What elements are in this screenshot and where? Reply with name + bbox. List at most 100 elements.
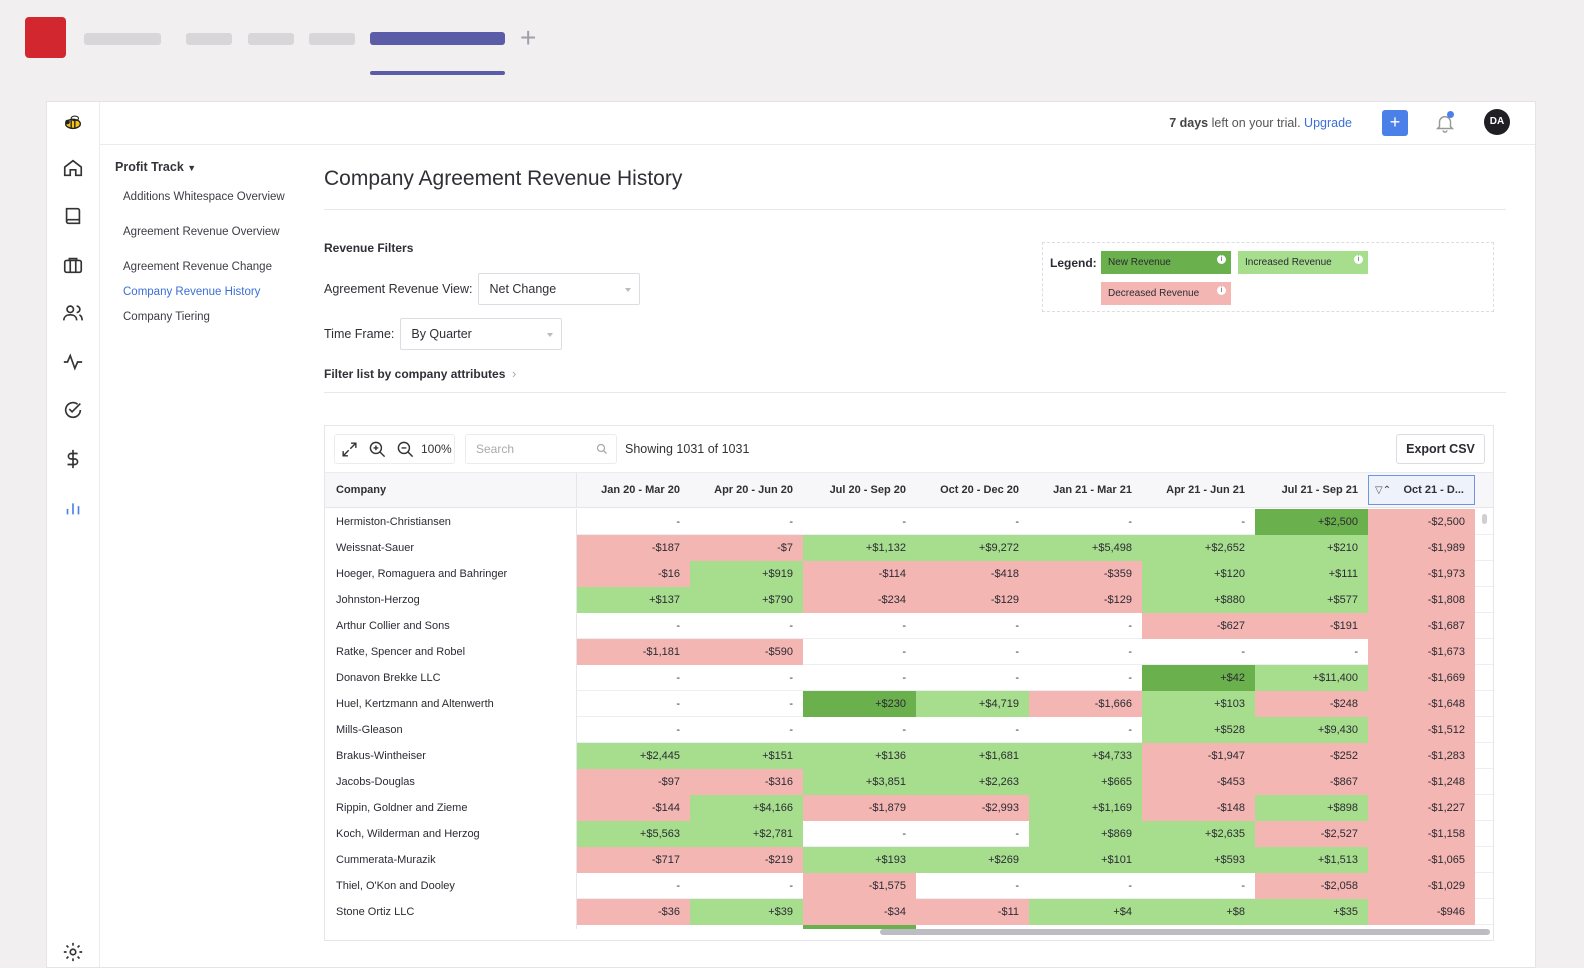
search-input[interactable]: Search [465, 434, 617, 464]
subnav-item-additions-whitespace[interactable]: Additions Whitespace Overview [123, 191, 285, 203]
upgrade-link[interactable]: Upgrade [1304, 116, 1352, 130]
table-row[interactable]: Cummerata-Murazik -$717 -$219 +$193 +$269 +$1… [325, 847, 1493, 873]
revenue-cell: -$187 [577, 535, 690, 561]
revenue-cell: -$1,248 [1368, 769, 1475, 795]
table-row[interactable]: Johnston-Herzog +$137 +$790 -$234 -$129 -$129… [325, 587, 1493, 613]
active-tab[interactable] [370, 32, 505, 45]
table-row[interactable]: Mills-Gleason - - - - - +$528 +$9,430 -$1,512 [325, 717, 1493, 743]
filter-attributes-link[interactable]: Filter list by company attributes [324, 367, 506, 381]
table-row[interactable]: Huel, Kertzmann and Altenwerth - - +$230 +$4… [325, 691, 1493, 717]
new-tab-icon[interactable]: + [520, 22, 537, 53]
notifications-bell-icon[interactable] [1434, 111, 1456, 135]
column-header-sorted[interactable]: ▽⌃ Oct 21 - D... [1368, 475, 1475, 505]
chevron-right-icon[interactable]: › [512, 366, 517, 381]
revenue-cell: +$1,169 [1029, 795, 1142, 821]
subnav-item-company-revenue-history[interactable]: Company Revenue History [123, 286, 261, 298]
revenue-cell: - [1128, 516, 1132, 528]
info-icon[interactable]: i [1217, 286, 1226, 295]
row-count: Showing 1031 of 1031 [625, 442, 750, 456]
subnav-item-company-tiering[interactable]: Company Tiering [123, 311, 210, 323]
zoom-in-icon[interactable] [363, 435, 391, 463]
revenue-cell: +$35 [1255, 899, 1368, 925]
expand-icon[interactable] [335, 435, 363, 463]
column-header[interactable]: Jul 20 - Sep 20 [829, 484, 906, 496]
table-row[interactable]: Jacobs-Douglas -$97 -$316 +$3,851 +$2,263 +$6… [325, 769, 1493, 795]
table-row[interactable]: Brakus-Wintheiser +$2,445 +$151 +$136 +$1,68… [325, 743, 1493, 769]
user-avatar[interactable]: DA [1484, 109, 1510, 135]
revenue-cell: -$418 [916, 561, 1029, 587]
info-icon[interactable]: i [1354, 255, 1363, 264]
company-name-cell: Rippin, Goldner and Zieme [325, 795, 577, 821]
revenue-cell: -$1,283 [1368, 743, 1475, 769]
column-header[interactable]: Jan 21 - Mar 21 [1053, 484, 1132, 496]
vertical-scrollbar[interactable] [1482, 514, 1487, 524]
add-button[interactable]: + [1382, 110, 1408, 136]
revenue-cell: +$2,263 [916, 769, 1029, 795]
table-row[interactable]: Donavon Brekke LLC - - - - - +$42 +$11,400 -$1,6… [325, 665, 1493, 691]
revenue-cell: - [1015, 724, 1019, 736]
revenue-cell: +$151 [690, 743, 803, 769]
dollar-icon[interactable] [61, 447, 85, 471]
subnav-item-agreement-revenue-overview[interactable]: Agreement Revenue Overview [123, 226, 280, 238]
export-csv-button[interactable]: Export CSV [1396, 434, 1485, 464]
settings-gear-icon[interactable] [61, 940, 85, 964]
column-header[interactable]: Jan 20 - Mar 20 [601, 484, 680, 496]
book-icon[interactable] [61, 204, 85, 228]
revenue-cell: - [902, 672, 906, 684]
revenue-cell: - [789, 620, 793, 632]
table-row[interactable]: Stone Ortiz LLC -$36 +$39 -$34 -$11 +$4 +$8 +$3… [325, 899, 1493, 925]
timeframe-filter-label: Time Frame: [324, 327, 395, 341]
revenue-cell: - [1015, 646, 1019, 658]
activity-icon[interactable] [61, 350, 85, 374]
filters-title: Revenue Filters [324, 241, 414, 255]
table-row[interactable]: Arthur Collier and Sons - - - - - -$627 -$191 -$… [325, 613, 1493, 639]
table-row[interactable]: Claude Marquardt LLC [325, 925, 1493, 929]
revenue-cell: -$114 [803, 561, 916, 587]
horizontal-scrollbar[interactable] [880, 929, 1490, 935]
tab-placeholder[interactable] [248, 33, 294, 45]
column-header[interactable]: Apr 21 - Jun 21 [1166, 484, 1245, 496]
revenue-cell: -$1,158 [1368, 821, 1475, 847]
revenue-cell: -$316 [690, 769, 803, 795]
table-row[interactable]: Koch, Wilderman and Herzog +$5,563 +$2,781… [325, 821, 1493, 847]
revenue-cell: -$2,500 [1368, 509, 1475, 535]
column-header-company[interactable]: Company [325, 473, 577, 508]
tab-placeholder[interactable] [84, 33, 161, 45]
briefcase-icon[interactable] [61, 253, 85, 277]
column-header[interactable]: Apr 20 - Jun 20 [714, 484, 793, 496]
check-circle-icon[interactable] [61, 398, 85, 422]
table-row[interactable]: Hoeger, Romaguera and Bahringer -$16 +$919… [325, 561, 1493, 587]
subnav-item-agreement-revenue-change[interactable]: Agreement Revenue Change [123, 261, 272, 273]
revenue-cell: -$191 [1255, 613, 1368, 639]
column-header[interactable]: Jul 21 - Sep 21 [1281, 484, 1358, 496]
trial-notice: 7 days left on your trial. Upgrade [1169, 116, 1352, 130]
timeframe-select[interactable]: By Quarter [400, 318, 563, 350]
home-icon[interactable] [61, 156, 85, 180]
table-row[interactable]: Rippin, Goldner and Zieme -$144 +$4,166 -$1… [325, 795, 1493, 821]
revenue-cell: - [1015, 516, 1019, 528]
revenue-cell: -$148 [1142, 795, 1255, 821]
revenue-cell: -$946 [1368, 899, 1475, 925]
revenue-cell: - [789, 672, 793, 684]
search-icon [596, 443, 607, 454]
revenue-cell: -$129 [916, 587, 1029, 613]
view-select[interactable]: Net Change [478, 273, 641, 305]
tab-placeholder[interactable] [309, 33, 355, 45]
table-row[interactable]: Thiel, O'Kon and Dooley - - -$1,575- - - -$2,0… [325, 873, 1493, 899]
filter-sort-icon[interactable]: ▽⌃ [1375, 485, 1392, 496]
subnav-title[interactable]: Profit Track ▼ [115, 160, 196, 174]
users-icon[interactable] [61, 301, 85, 325]
table-row[interactable]: Ratke, Spencer and Robel -$1,181 -$590- - - -… [325, 639, 1493, 665]
bar-chart-icon[interactable] [61, 495, 85, 519]
zoom-out-icon[interactable] [391, 435, 419, 463]
column-header[interactable]: Oct 20 - Dec 20 [940, 484, 1019, 496]
app-logo[interactable] [25, 17, 66, 58]
table-row[interactable]: Hermiston-Christiansen - - - - - - +$2,500 -$2,5… [325, 509, 1493, 535]
revenue-cell: -$453 [1142, 769, 1255, 795]
tab-placeholder[interactable] [186, 33, 232, 45]
table-row[interactable]: Weissnat-Sauer -$187 -$7 +$1,132 +$9,272 +$5,… [325, 535, 1493, 561]
revenue-cell: -$219 [690, 847, 803, 873]
info-icon[interactable]: i [1217, 255, 1226, 264]
bee-logo-icon[interactable] [61, 110, 85, 134]
revenue-cell: - [1128, 880, 1132, 892]
